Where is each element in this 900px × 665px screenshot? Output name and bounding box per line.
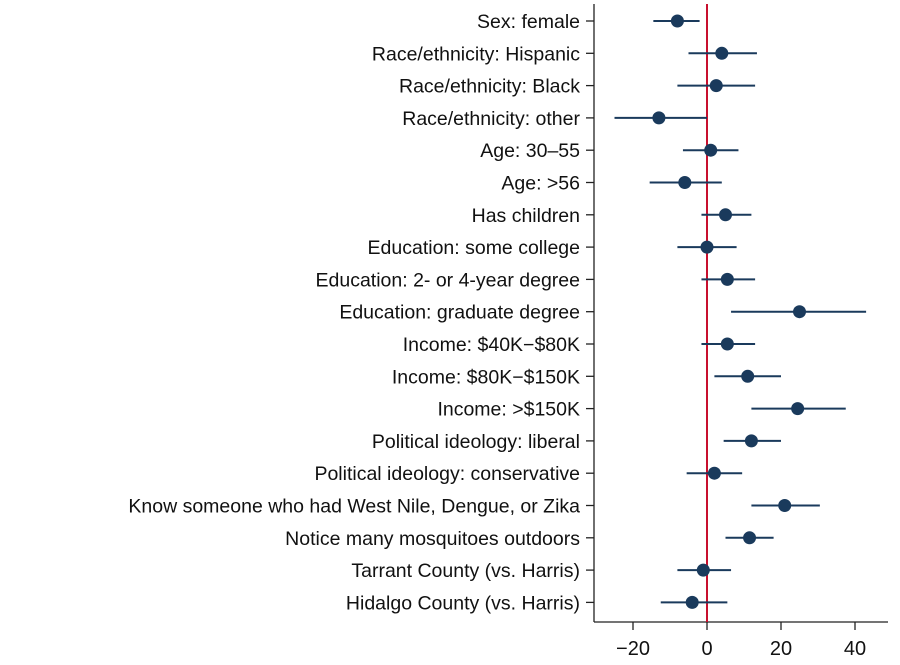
category-label: Notice many mosquitoes outdoors bbox=[285, 528, 580, 550]
coefficient-row: Race/ethnicity: Black bbox=[399, 76, 756, 98]
point-estimate bbox=[720, 337, 734, 351]
coefficient-row: Race/ethnicity: Hispanic bbox=[372, 43, 757, 65]
point-estimate bbox=[743, 531, 757, 545]
point-estimate bbox=[744, 434, 758, 448]
category-label: Political ideology: conservative bbox=[314, 463, 580, 485]
category-label: Education: graduate degree bbox=[339, 302, 580, 324]
point-estimate bbox=[741, 369, 755, 383]
point-estimate bbox=[652, 111, 666, 125]
point-estimate bbox=[791, 402, 805, 416]
category-label: Age: >56 bbox=[501, 173, 580, 195]
category-label: Has children bbox=[472, 205, 580, 227]
coefficient-row: Hidalgo County (vs. Harris) bbox=[346, 592, 728, 614]
category-label: Sex: female bbox=[477, 11, 580, 33]
category-label: Tarrant County (vs. Harris) bbox=[351, 560, 580, 582]
category-label: Income: >$150K bbox=[437, 399, 580, 421]
point-estimate bbox=[696, 563, 710, 577]
x-tick-label: 0 bbox=[701, 638, 712, 660]
coefficient-row: Notice many mosquitoes outdoors bbox=[285, 528, 774, 550]
coefficient-row: Has children bbox=[472, 205, 752, 227]
coefficient-row: Education: 2- or 4-year degree bbox=[316, 269, 756, 291]
coefficient-row: Education: some college bbox=[368, 237, 737, 259]
plot-area: −20 0 20 40 Sex: female Race/ethnicity: Hispa… bbox=[128, 4, 888, 660]
point-estimate bbox=[720, 272, 734, 286]
category-label: Income: $40K−$80K bbox=[403, 334, 580, 356]
point-estimate bbox=[793, 305, 806, 319]
point-estimate bbox=[670, 14, 684, 28]
coefficient-row: Income: >$150K bbox=[437, 399, 846, 421]
coefficient-row: Education: graduate degree bbox=[339, 302, 867, 324]
coefficient-row: Age: >56 bbox=[501, 173, 722, 195]
coefficient-row: Income: $80K−$150K bbox=[392, 366, 781, 388]
x-tick-label: 40 bbox=[844, 638, 866, 660]
coefficient-row: Income: $40K−$80K bbox=[403, 334, 756, 356]
coefficient-row: Tarrant County (vs. Harris) bbox=[351, 560, 732, 582]
coefficient-row: Know someone who had West Nile, Dengue, … bbox=[128, 496, 820, 518]
category-label: Age: 30–55 bbox=[480, 140, 580, 162]
x-tick-label: 20 bbox=[770, 638, 792, 660]
category-label: Race/ethnicity: Black bbox=[399, 76, 580, 98]
point-estimate bbox=[707, 466, 721, 480]
point-estimate bbox=[709, 79, 723, 93]
point-estimate bbox=[715, 46, 729, 60]
category-label: Hidalgo County (vs. Harris) bbox=[346, 592, 580, 614]
category-label: Education: some college bbox=[368, 237, 580, 259]
point-estimate bbox=[678, 176, 692, 189]
x-tick-label: −20 bbox=[616, 638, 650, 660]
point-estimate bbox=[704, 143, 718, 157]
category-label: Income: $80K−$150K bbox=[392, 366, 580, 388]
point-estimate bbox=[719, 208, 732, 222]
point-estimate bbox=[778, 499, 792, 512]
category-label: Education: 2- or 4-year degree bbox=[316, 269, 581, 291]
coefficient-row: Age: 30–55 bbox=[480, 140, 739, 162]
category-label: Know someone who had West Nile, Dengue, … bbox=[128, 496, 580, 518]
point-estimate bbox=[700, 240, 714, 254]
coefficient-row: Sex: female bbox=[477, 11, 700, 33]
category-label: Race/ethnicity: Hispanic bbox=[372, 43, 580, 65]
coefficient-row: Race/ethnicity: other bbox=[402, 108, 707, 130]
coefficient-row: Political ideology: liberal bbox=[372, 431, 781, 453]
coefficient-row: Political ideology: conservative bbox=[314, 463, 743, 485]
category-label: Political ideology: liberal bbox=[372, 431, 580, 453]
category-label: Race/ethnicity: other bbox=[402, 108, 580, 130]
point-estimate bbox=[685, 595, 699, 609]
